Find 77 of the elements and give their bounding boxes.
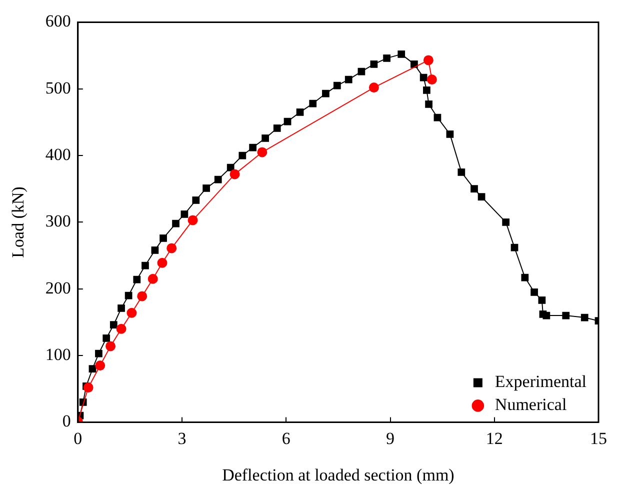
point: [188, 215, 198, 226]
point: [358, 68, 366, 76]
point: [425, 100, 432, 108]
point: [446, 130, 454, 138]
point: [426, 74, 437, 85]
x-axis-title: Deflection at loaded section (mm): [222, 465, 454, 484]
point: [368, 82, 379, 93]
point: [172, 220, 180, 228]
x-tick-label: 15: [590, 428, 607, 448]
point: [478, 193, 486, 201]
point: [458, 168, 466, 176]
point: [542, 312, 550, 320]
y-tick-label: 600: [45, 12, 71, 31]
point: [580, 314, 588, 322]
point: [370, 60, 378, 68]
point: [126, 308, 137, 318]
point: [344, 76, 352, 84]
point: [502, 218, 510, 226]
x-tick-label: 9: [386, 428, 395, 448]
point: [249, 144, 257, 152]
point: [116, 324, 126, 334]
point: [309, 100, 317, 108]
point: [284, 118, 292, 126]
point: [88, 365, 96, 373]
point: [521, 274, 529, 282]
point: [192, 196, 200, 204]
point: [257, 147, 268, 158]
legend-label: Numerical: [494, 395, 567, 414]
y-axis-title: Load (kN): [8, 186, 28, 258]
y-tick-label: 200: [45, 278, 71, 298]
legend-label: Experimental: [494, 372, 587, 392]
point: [423, 86, 430, 94]
point: [148, 274, 158, 284]
point: [322, 90, 330, 98]
point: [262, 134, 269, 142]
x-tick-label: 6: [282, 428, 290, 448]
point: [151, 246, 159, 254]
point: [95, 360, 106, 371]
point: [106, 341, 116, 352]
point: [142, 262, 149, 270]
point: [180, 210, 188, 218]
point: [226, 164, 234, 172]
point: [102, 334, 110, 342]
point: [137, 291, 148, 302]
y-tick-label: 100: [45, 345, 71, 364]
point: [333, 82, 341, 90]
point: [160, 234, 167, 242]
point: [296, 108, 304, 116]
point: [538, 296, 546, 304]
x-tick-label: 12: [486, 428, 503, 448]
point: [202, 184, 210, 192]
y-tick-label: 300: [45, 212, 71, 231]
point: [423, 55, 434, 66]
y-tick-label: 500: [45, 78, 71, 98]
point: [166, 243, 177, 254]
point: [470, 185, 478, 193]
x-tick-label: 3: [178, 428, 186, 448]
point: [95, 350, 102, 358]
point: [214, 176, 222, 184]
point: [124, 292, 132, 300]
point: [434, 114, 442, 122]
point: [398, 50, 406, 58]
point: [118, 304, 125, 312]
point: [230, 169, 240, 180]
point: [273, 124, 281, 132]
point: [133, 276, 141, 284]
y-tick-label: 0: [62, 412, 71, 431]
point: [510, 244, 518, 252]
point: [383, 54, 390, 62]
point: [238, 152, 246, 160]
point: [83, 382, 94, 393]
point: [110, 321, 118, 329]
point: [420, 74, 428, 82]
point: [562, 312, 570, 320]
point: [530, 288, 538, 296]
y-tick-label: 400: [45, 145, 71, 164]
point: [157, 258, 168, 268]
